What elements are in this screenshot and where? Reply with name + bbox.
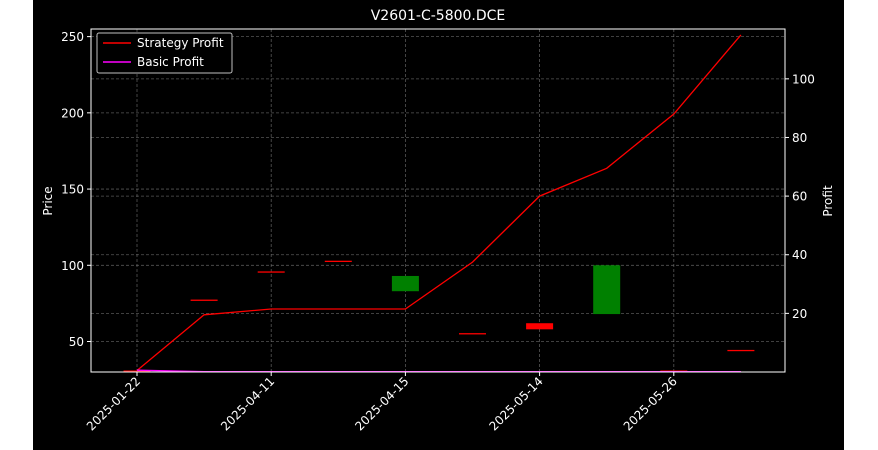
left-tick-label: 150 (61, 183, 84, 197)
candle-body (257, 271, 285, 273)
candle-body (391, 275, 419, 292)
legend: Strategy Profit Basic Profit (96, 32, 233, 74)
left-tick-label: 100 (61, 259, 84, 273)
right-y-axis: 20 40 60 80 100 (785, 72, 815, 321)
right-tick-label: 80 (792, 131, 807, 145)
right-y-axis-label: Profit (821, 185, 835, 217)
legend-label-basic-profit: Basic Profit (137, 55, 204, 69)
candle-body (190, 299, 218, 301)
candle-body (526, 323, 554, 330)
series-line (136, 34, 742, 372)
left-tick-label: 50 (69, 335, 84, 349)
candle-body (324, 260, 352, 263)
left-y-axis-label: Price (41, 186, 55, 215)
candle-body (459, 333, 486, 335)
candle-body (593, 265, 621, 315)
right-tick-label: 100 (792, 72, 815, 86)
candle-body (727, 349, 755, 352)
right-tick-label: 20 (792, 307, 807, 321)
chart-title: V2601-C-5800.DCE (371, 8, 506, 24)
legend-label-strategy-profit: Strategy Profit (137, 36, 224, 50)
candle-body (123, 370, 151, 372)
plot-frame (90, 28, 786, 373)
right-tick-label: 40 (792, 248, 807, 262)
figure-background (33, 0, 844, 450)
left-tick-label: 200 (61, 106, 84, 120)
left-tick-label: 250 (61, 30, 84, 44)
right-tick-label: 60 (792, 190, 807, 204)
left-y-axis: 50 100 150 200 250 (61, 30, 91, 349)
